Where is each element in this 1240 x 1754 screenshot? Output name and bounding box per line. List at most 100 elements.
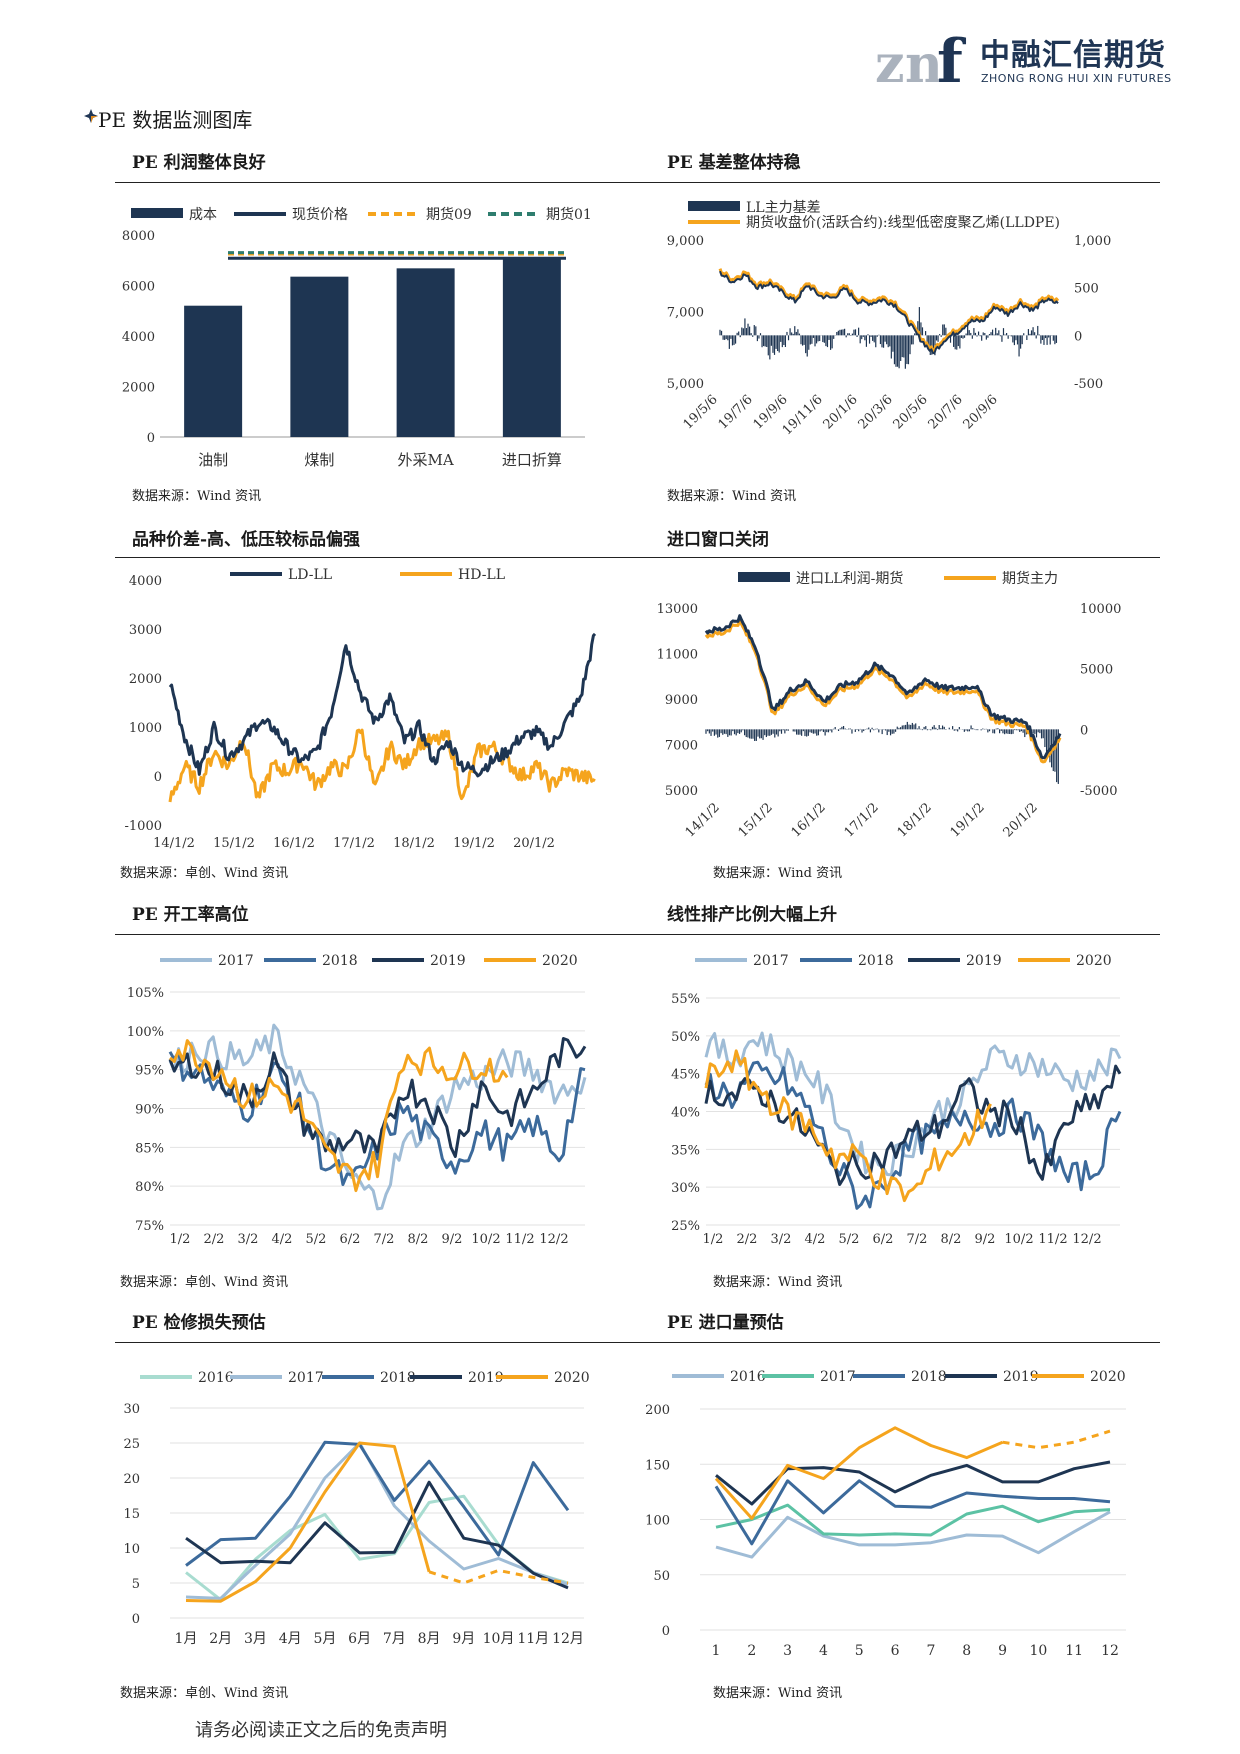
source-1: 数据来源：Wind 资讯: [132, 489, 262, 504]
c6-legend-2017-label: 2017: [753, 953, 789, 969]
svg-text:n: n: [905, 34, 943, 94]
c3-ytick: 3000: [129, 623, 162, 638]
source-6: 数据来源：Wind 资讯: [713, 1275, 843, 1290]
c5-ytick: 90%: [135, 1103, 164, 1118]
c3-xtick: 14/1/2: [153, 836, 195, 851]
c8-legend-2020-label: 2020: [1090, 1369, 1126, 1385]
c2-ytick-left: 9,000: [667, 234, 704, 249]
c1-bar-cost: [290, 276, 349, 437]
c5-ytick: 95%: [135, 1064, 164, 1079]
source-5: 数据来源：卓创、Wind 资讯: [120, 1275, 289, 1290]
divider-2: [115, 557, 1160, 558]
panel-title-4: 进口窗口关闭: [667, 530, 769, 550]
c5-ytick: 85%: [135, 1141, 164, 1156]
c4-ytick-right: 0: [1080, 723, 1088, 738]
c8-xtick: 1: [712, 1643, 721, 1659]
c6-ytick: 30%: [671, 1181, 700, 1196]
c1-legend-spot-label: 现货价格: [292, 206, 348, 223]
c4-legend-profit-swatch: [738, 572, 790, 582]
c4-futures-line: [704, 618, 1062, 764]
c6-xtick: 7/2: [907, 1232, 928, 1247]
c7-ytick: 30: [123, 1402, 140, 1417]
c5-legend-2019-label: 2019: [430, 953, 466, 969]
c2-spot-line: [719, 270, 1059, 355]
c3-ld-ll-line: [168, 632, 597, 778]
c5-xtick: 6/2: [340, 1232, 361, 1247]
c7-xtick: 3月: [244, 1631, 267, 1647]
c3-xtick: 20/1/2: [513, 836, 555, 851]
c5-legend-2020-label: 2020: [542, 953, 578, 969]
c6-ytick: 55%: [671, 992, 700, 1007]
c7-line-2020-forecast: [428, 1568, 569, 1585]
c5-xtick: 10/2: [471, 1232, 500, 1247]
logo-english-name: ZHONG RONG HUI XIN FUTURES: [981, 72, 1172, 85]
c2-ytick-right: 1,000: [1074, 234, 1111, 249]
c1-xtick: 煤制: [304, 451, 334, 469]
c6-legend-2019-label: 2019: [966, 953, 1002, 969]
c4-xtick: 17/1/2: [842, 800, 882, 840]
panel-title-7: PE 检修损失预估: [132, 1313, 266, 1333]
c1-legend-fut01-label: 期货01: [546, 206, 592, 223]
c1-xtick: 外采MA: [398, 451, 454, 469]
c8-xtick: 7: [926, 1643, 935, 1659]
c6-xtick: 4/2: [805, 1232, 826, 1247]
c7-legend-2016-label: 2016: [198, 1370, 234, 1386]
c8-xtick: 5: [855, 1643, 864, 1659]
c4-legend-futures-label: 期货主力: [1002, 570, 1058, 587]
c5-xtick: 8/2: [408, 1232, 429, 1247]
c7-ytick: 25: [123, 1437, 140, 1452]
c8-xtick: 3: [783, 1643, 792, 1659]
c3-ytick: 1000: [129, 721, 162, 736]
c2-ytick-left: 7,000: [667, 306, 704, 321]
c2-futures-line: [718, 268, 1060, 353]
c1-ytick: 6000: [122, 280, 155, 295]
c3-ytick: 0: [154, 770, 162, 785]
c7-xtick: 9月: [452, 1631, 475, 1647]
c6-legend-2020-label: 2020: [1076, 953, 1112, 969]
c1-bar-cost: [396, 268, 455, 437]
c1-legend-fut09-label: 期货09: [426, 206, 472, 223]
c6-xtick: 3/2: [771, 1232, 792, 1247]
source-8: 数据来源：Wind 资讯: [713, 1686, 843, 1701]
c3-ytick: 2000: [129, 672, 162, 687]
c8-xtick: 4: [819, 1643, 828, 1659]
c7-ytick: 20: [123, 1472, 140, 1487]
c8-ytick: 50: [653, 1569, 670, 1584]
divider-3: [115, 934, 1160, 935]
c5-xtick: 7/2: [374, 1232, 395, 1247]
c5-ytick: 105%: [127, 986, 164, 1001]
section-title: PE 数据监测图库: [98, 108, 253, 132]
c8-ytick: 200: [645, 1403, 670, 1418]
c2-xtick: 20/7/6: [926, 392, 966, 432]
c1-ytick: 8000: [122, 229, 155, 244]
c7-legend-2020-label: 2020: [554, 1370, 590, 1386]
c5-legend-2018-label: 2018: [322, 953, 358, 969]
c8-ytick: 150: [645, 1458, 670, 1473]
panel-title-3: 品种价差-高、低压较标品偏强: [132, 530, 361, 550]
panel-title-2: PE 基差整体持稳: [667, 153, 801, 173]
c6-line-2020: [704, 1049, 992, 1203]
c5-xtick: 3/2: [238, 1232, 259, 1247]
c3-legend-ld-label: LD-LL: [288, 567, 332, 583]
c4-ytick-left: 9000: [665, 693, 698, 708]
c2-xtick: 20/9/6: [961, 392, 1001, 432]
c7-line-2020: [185, 1441, 431, 1603]
source-2: 数据来源：Wind 资讯: [667, 489, 797, 504]
c2-xtick: 20/3/6: [856, 392, 896, 432]
c8-line-2018: [714, 1479, 1111, 1546]
c4-ytick-left: 13000: [657, 602, 698, 617]
c5-line-2017: [168, 1023, 587, 1211]
c8-ytick: 0: [662, 1624, 670, 1639]
c1-xtick: 油制: [198, 451, 228, 469]
c7-xtick: 11月: [517, 1631, 549, 1647]
c8-line-2020: [714, 1426, 1004, 1520]
c6-ytick: 35%: [671, 1143, 700, 1158]
c4-ytick-left: 7000: [665, 739, 698, 754]
c7-ytick: 10: [123, 1542, 140, 1557]
c8-xtick: 10: [1029, 1643, 1047, 1659]
panel-title-5: PE 开工率高位: [132, 905, 249, 925]
c7-xtick: 10月: [483, 1631, 515, 1647]
c8-ytick: 100: [645, 1514, 670, 1529]
c6-xtick: 10/2: [1004, 1232, 1033, 1247]
c8-xtick: 9: [998, 1643, 1007, 1659]
